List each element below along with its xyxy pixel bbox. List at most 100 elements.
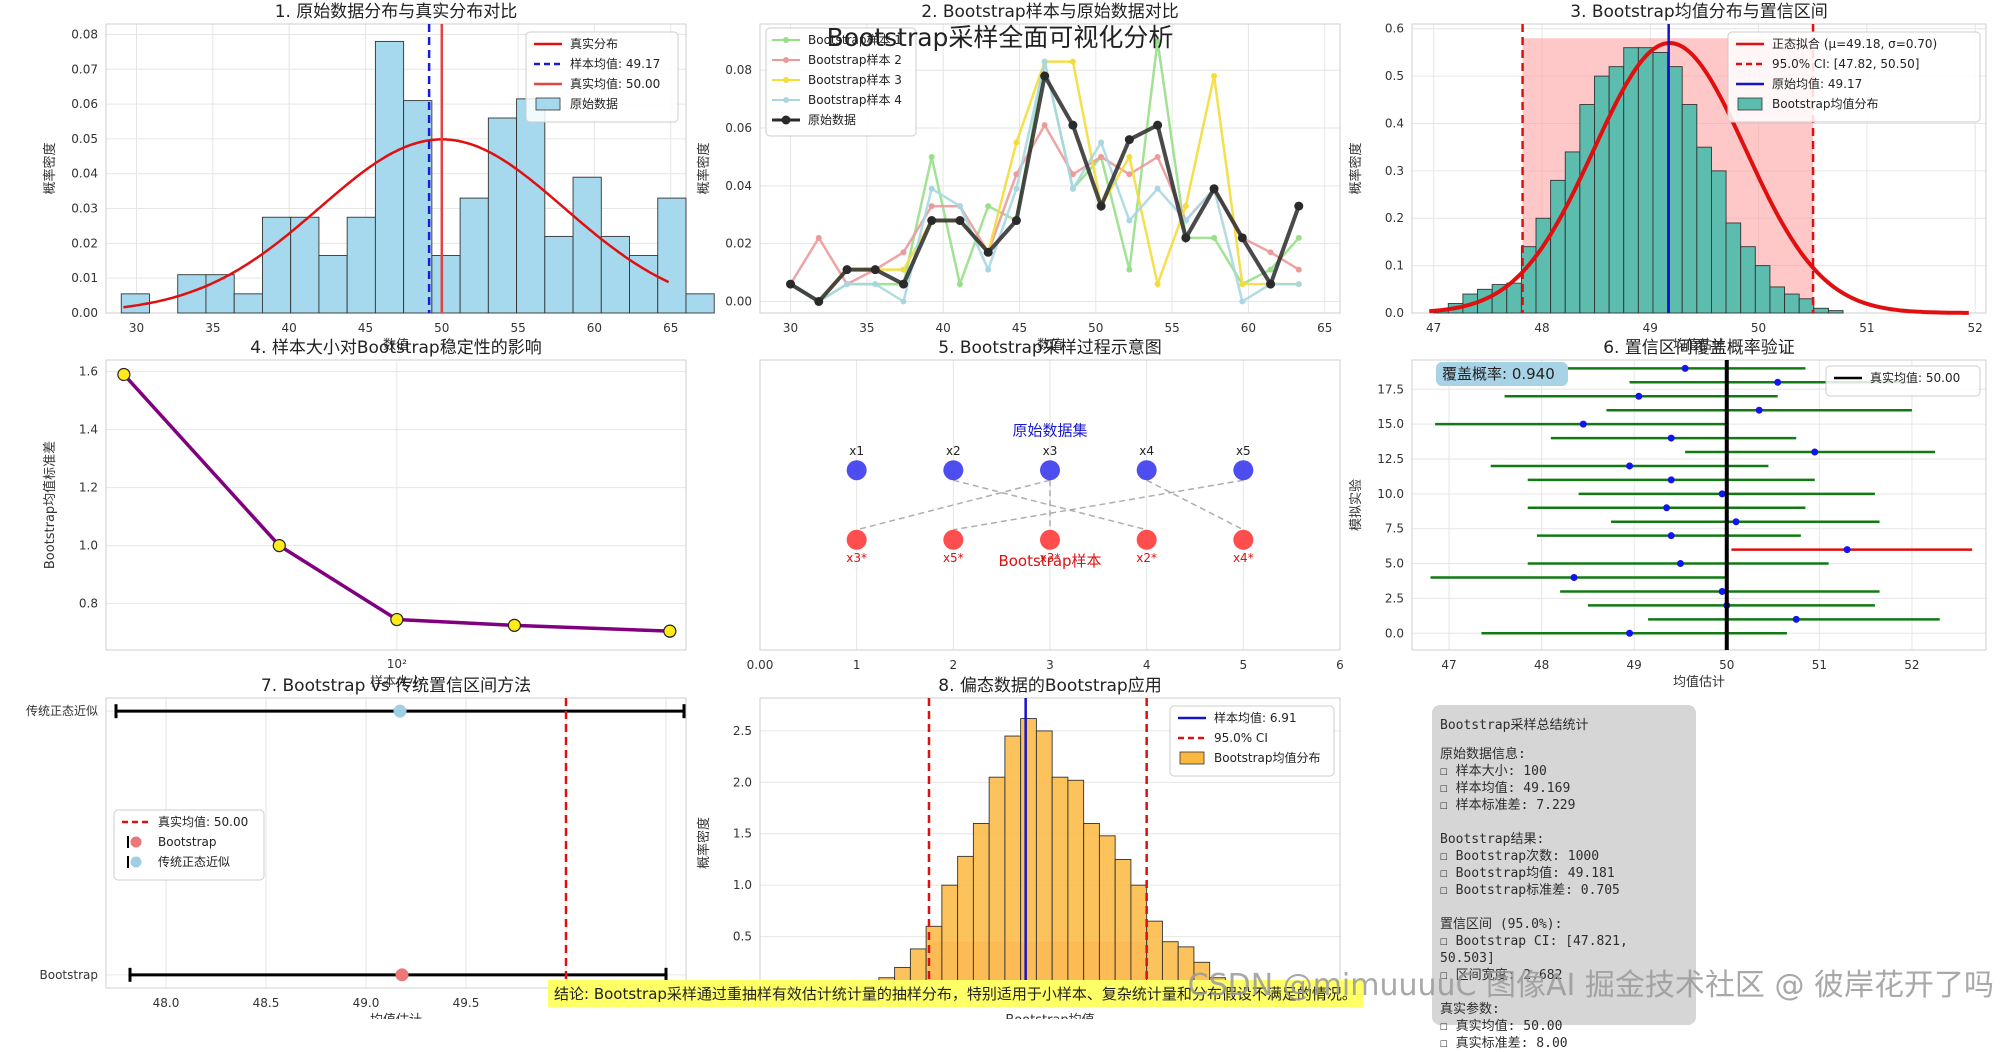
legend-label: Bootstrap样本 1 xyxy=(808,32,902,47)
series-point xyxy=(1237,233,1247,243)
y-tick-label: 1.0 xyxy=(79,539,98,553)
series-point xyxy=(983,247,993,257)
subplot-title: 7. Bootstrap vs 传统置信区间方法 xyxy=(261,676,531,696)
trend-point xyxy=(663,624,677,638)
series-point xyxy=(1295,234,1302,241)
histogram-bar xyxy=(1725,222,1742,314)
x-tick-label: 50 xyxy=(434,321,449,335)
series-point xyxy=(1182,203,1189,210)
trend-point xyxy=(272,538,286,553)
legend-swatch xyxy=(783,57,789,63)
ci-mean-point xyxy=(1774,378,1782,386)
x-tick-label: 49.5 xyxy=(453,996,480,1010)
series-point xyxy=(928,153,935,160)
x-tick-label: 50 xyxy=(1751,321,1766,335)
summary-stats-line: 置信区间 (95.0%): xyxy=(1440,917,1563,932)
x-tick-label: 55 xyxy=(510,321,525,335)
series-point xyxy=(985,266,992,273)
resample-link xyxy=(1146,479,1244,531)
ci-mean-point xyxy=(1843,546,1851,554)
x-tick-label: 60 xyxy=(587,321,602,335)
original-point-label: x5 xyxy=(1236,444,1251,458)
histogram-bar xyxy=(1130,884,1148,989)
y-tick-label: 5.0 xyxy=(1385,557,1404,571)
series-point xyxy=(1098,153,1105,160)
summary-stats-line: ☐ Bootstrap次数: 1000 xyxy=(1440,849,1600,864)
y-axis-label: 概率密度 xyxy=(696,142,712,194)
original-point-label: x4 xyxy=(1139,444,1154,458)
y-axis-label: 模拟实验 xyxy=(1348,479,1364,531)
legend-swatch xyxy=(130,856,142,868)
ci-mean-point xyxy=(1755,406,1763,414)
summary-stats-line: ☐ 真实标准差: 8.00 xyxy=(1440,1036,1568,1051)
coverage-badge xyxy=(1436,362,1568,386)
legend-label: 真实均值: 50.00 xyxy=(158,814,248,829)
x-tick-label: 10² xyxy=(387,657,407,671)
legend-swatch xyxy=(130,836,142,848)
watermark-text: CSDN @mimuuuuC 图像AI 掘金技术社区 @ 彼岸花开了吗 xyxy=(1187,968,1994,1003)
x-tick-label: 52 xyxy=(1904,658,1919,672)
series-point xyxy=(815,234,822,241)
histogram-bar xyxy=(1681,104,1698,314)
series-point xyxy=(1013,171,1020,178)
x-tick-label: 40 xyxy=(936,321,951,335)
bootstrap-point-label: x3* xyxy=(1040,551,1061,565)
legend-label: 原始数据 xyxy=(570,96,618,111)
ci-mean-point xyxy=(1811,448,1819,456)
x-tick-label: 48 xyxy=(1534,658,1549,672)
y-tick-label: 0.06 xyxy=(71,97,98,111)
x-tick-label: 35 xyxy=(205,321,220,335)
legend-label: 原始数据 xyxy=(808,112,856,127)
series-point xyxy=(1011,216,1021,226)
histogram-bar xyxy=(1004,735,1022,989)
histogram-bar xyxy=(1740,246,1756,314)
histogram-bar xyxy=(1769,286,1786,314)
x-tick-label: 48.0 xyxy=(153,996,180,1010)
y-axis-label: 概率密度 xyxy=(1348,142,1364,194)
histogram-bar xyxy=(1035,730,1053,989)
x-tick-label: 45 xyxy=(358,321,373,335)
histogram-bar xyxy=(972,823,990,989)
y-tick-label: 0.3 xyxy=(1385,164,1404,178)
ci-mean-point xyxy=(1667,434,1675,442)
histogram-bar xyxy=(1114,859,1132,989)
series-point xyxy=(1041,122,1048,129)
y-tick-label: 0.01 xyxy=(71,271,98,285)
y-tick-label: 0.02 xyxy=(71,236,98,250)
original-point xyxy=(1040,460,1060,481)
series-point xyxy=(928,203,935,210)
series-point xyxy=(898,279,908,289)
histogram-bar xyxy=(1579,104,1595,314)
histogram-bar xyxy=(1827,310,1844,314)
bootstrap-set-label: Bootstrap样本 xyxy=(998,552,1101,570)
series-point xyxy=(1013,185,1020,192)
x-tick-label: 30 xyxy=(129,321,144,335)
legend-swatch xyxy=(783,97,789,103)
bootstrap-point xyxy=(1040,529,1060,550)
bootstrap-point-label: x2* xyxy=(1136,551,1157,565)
axes-frame xyxy=(759,23,1341,314)
x-axis-label: 均值估计 xyxy=(1673,337,1725,353)
ci-mean-point xyxy=(1676,560,1684,568)
y-tick-label: 1.2 xyxy=(79,481,98,495)
x-tick-label: 48 xyxy=(1534,321,1549,335)
series-point xyxy=(1209,184,1219,194)
y-tick-label: 0.0 xyxy=(1385,626,1404,640)
series-point xyxy=(900,266,907,273)
original-point-label: x2 xyxy=(946,444,961,458)
histogram-bar xyxy=(233,293,263,314)
x-tick-label: 49.0 xyxy=(353,996,380,1010)
y-tick-label: 0.5 xyxy=(733,930,752,944)
summary-stats-line xyxy=(1440,899,1688,916)
x-tick-label: 51 xyxy=(1859,321,1874,335)
series-point xyxy=(786,279,796,289)
summary-stats-line: ☐ 区间宽度: 2.682 xyxy=(1440,968,1563,983)
trend-point xyxy=(390,612,404,627)
legend-label: 95.0% CI: [47.82, 50.50] xyxy=(1772,57,1919,71)
histogram-bar xyxy=(516,98,546,314)
y-axis-label: 概率密度 xyxy=(42,142,58,194)
y-tick-label: 0.8 xyxy=(79,597,98,611)
legend-label: Bootstrap样本 3 xyxy=(808,72,902,87)
x-tick-label: 50 xyxy=(1719,658,1734,672)
